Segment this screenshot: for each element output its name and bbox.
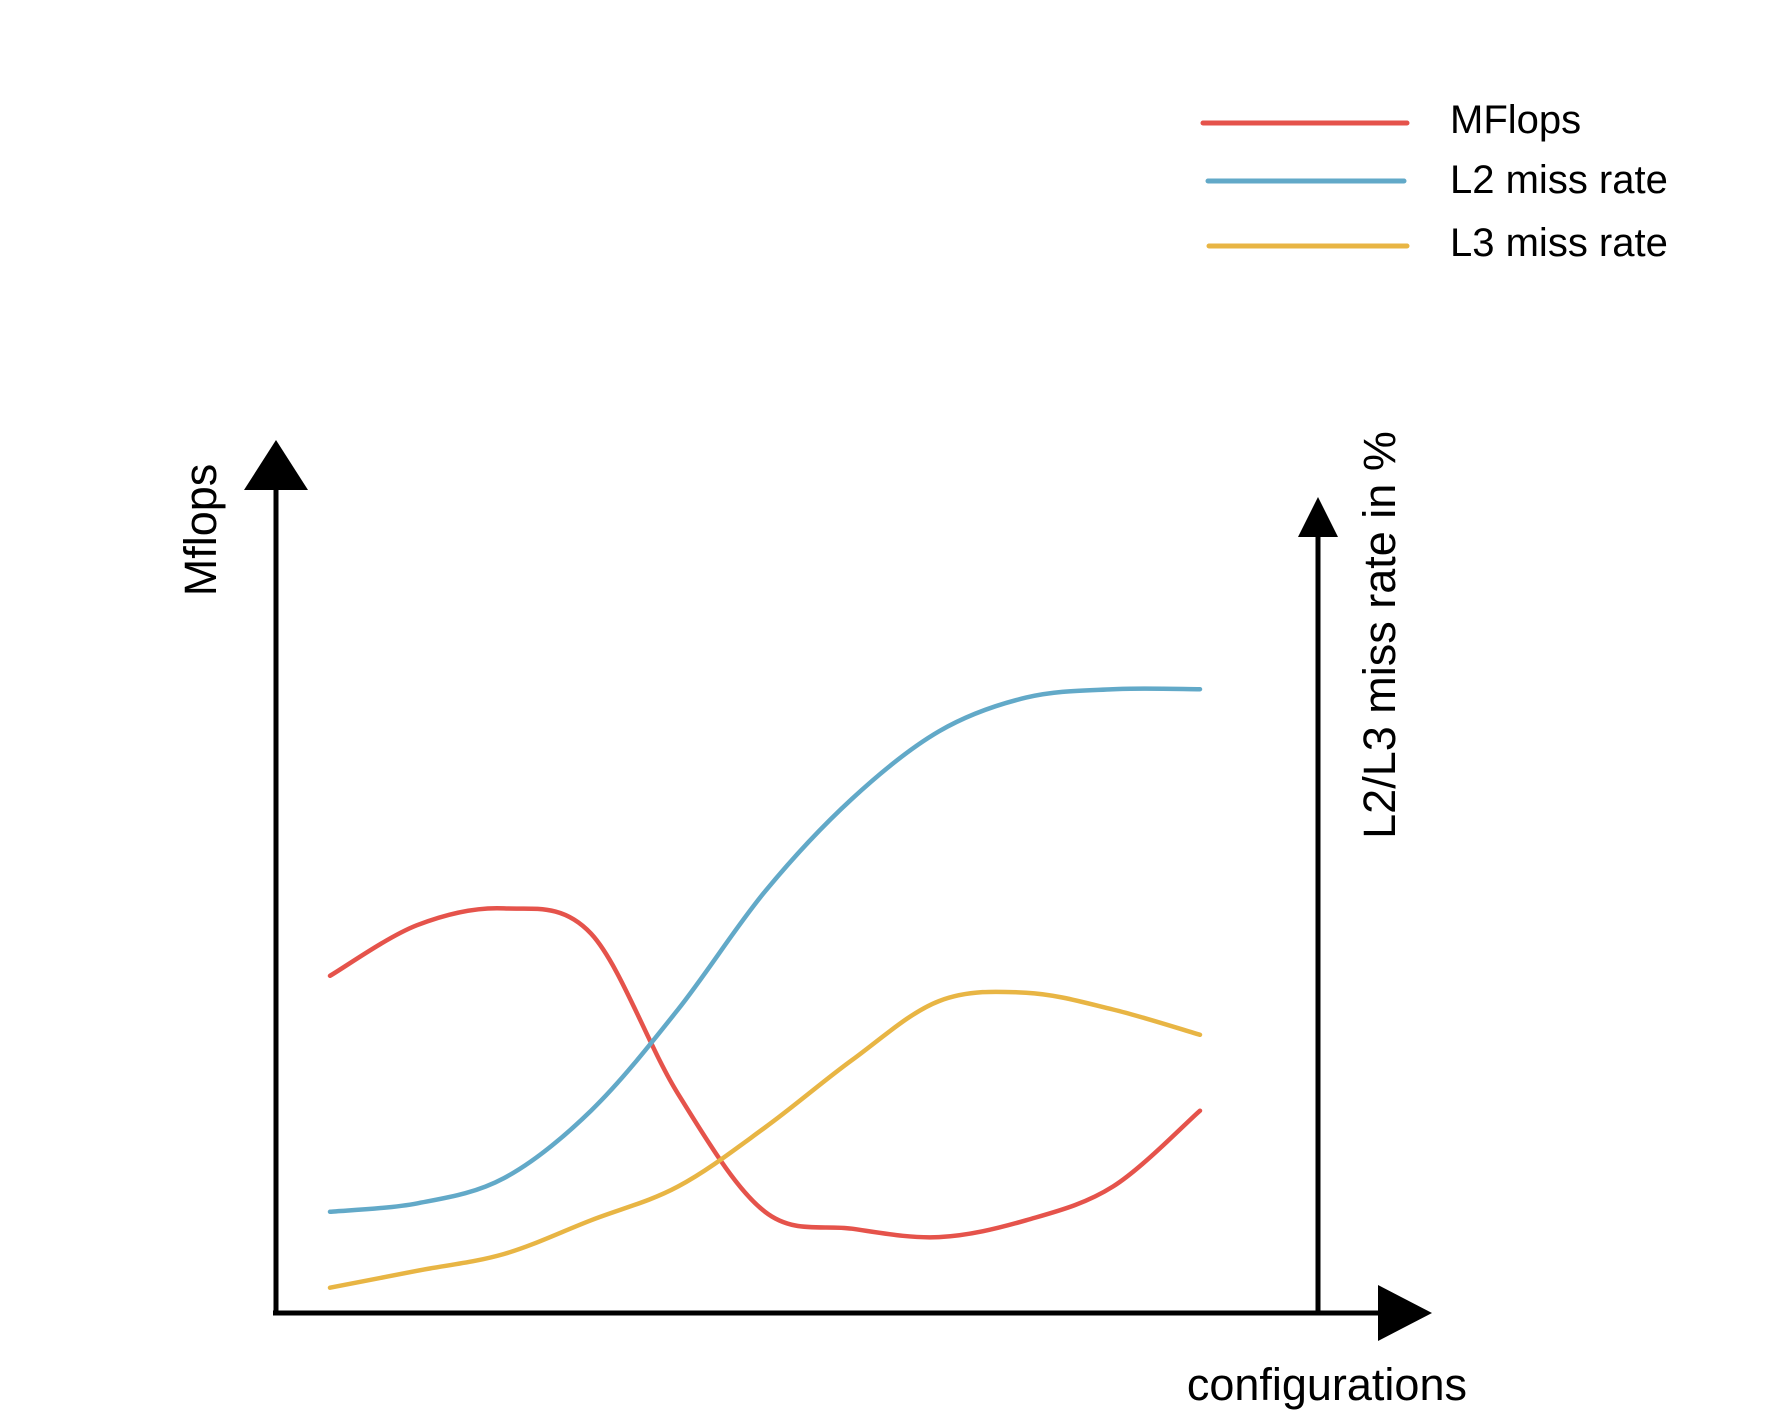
- left-y-axis-arrow: [244, 440, 308, 490]
- right-y-axis-label: L2/L3 miss rate in %: [1354, 431, 1405, 839]
- legend-label-l3-miss-rate: L3 miss rate: [1450, 221, 1668, 265]
- series-line-l3-miss-rate: [327, 989, 1203, 1290]
- x-axis-arrow: [1378, 1285, 1432, 1341]
- legend-label-mflops: MFlops: [1450, 98, 1581, 142]
- series-line-l2-miss-rate: [327, 686, 1203, 1215]
- x-axis-label: configurations: [1187, 1359, 1467, 1410]
- legend: MFlops L2 miss rate L3 miss rate: [1200, 98, 1668, 265]
- left-y-axis-label: Mflops: [175, 464, 226, 597]
- series-line-mflops: [327, 905, 1203, 1240]
- axes: [244, 440, 1432, 1341]
- legend-label-l2-miss-rate: L2 miss rate: [1450, 158, 1668, 202]
- series-layer: [327, 686, 1203, 1290]
- right-y-axis-arrow: [1298, 497, 1338, 537]
